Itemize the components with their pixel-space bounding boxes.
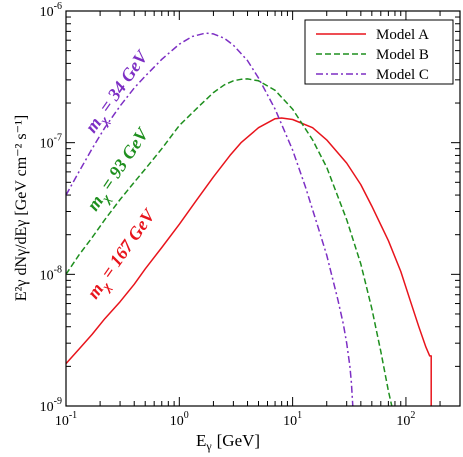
legend-label-model-a: Model A [376, 27, 429, 43]
y-tick-label-exp: -9 [54, 396, 62, 407]
x-tick-label-exp: 1 [297, 410, 302, 421]
legend-label-model-c: Model C [376, 67, 429, 83]
y-tick-label-exp: -7 [54, 133, 62, 144]
plot-frame [65, 10, 461, 407]
x-tick-label: 101 [283, 410, 302, 429]
x-axis-label-sub: γ [205, 439, 212, 453]
x-tick-label-exp: 2 [410, 410, 415, 421]
x-tick-label-base: 10 [55, 414, 69, 429]
x-tick-label-base: 10 [170, 414, 184, 429]
y-tick-label-base: 10 [40, 5, 54, 20]
x-tick-label-exp: 0 [184, 410, 189, 421]
x-tick-label: 102 [396, 410, 415, 429]
x-tick-label-base: 10 [396, 414, 410, 429]
x-tick-label-exp: -1 [69, 410, 77, 421]
y-tick-label-exp: -6 [54, 1, 62, 12]
legend-label-model-b: Model B [376, 47, 429, 63]
x-axis-label-unit: [GeV] [217, 431, 260, 450]
series-line-model-b [65, 78, 393, 407]
x-tick-label-base: 10 [283, 414, 297, 429]
series-group [65, 32, 432, 407]
axis-ticks [65, 10, 461, 407]
x-tick-label: 10-1 [55, 410, 77, 429]
y-tick-label-base: 10 [40, 400, 54, 415]
y-tick-label-base: 10 [40, 268, 54, 283]
x-tick-label: 100 [170, 410, 189, 429]
y-tick-label-exp: -8 [54, 264, 62, 275]
y-tick-label-base: 10 [40, 137, 54, 152]
x-axis-label: Eγ [GeV] [196, 431, 260, 453]
y-tick-label: 10-8 [40, 264, 62, 283]
x-axis-label-base: E [196, 431, 206, 450]
legend-box [304, 19, 454, 85]
y-axis-label: E²γ dNγ/dEγ [GeV cm⁻² s⁻¹] [13, 115, 30, 301]
y-tick-label: 10-7 [40, 133, 62, 152]
legend: Model A Model B Model C [304, 19, 454, 85]
y-tick-label: 10-9 [40, 396, 62, 415]
y-tick-label: 10-6 [40, 1, 62, 20]
series-line-model-c [65, 32, 354, 407]
